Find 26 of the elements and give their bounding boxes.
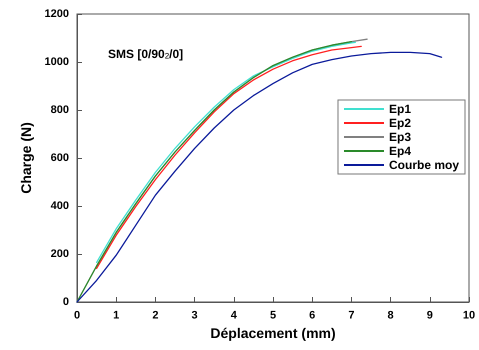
y-tick-label: 0 — [62, 296, 69, 308]
x-tick-label: 3 — [192, 310, 198, 322]
y-tick-label: 1000 — [44, 56, 69, 68]
legend-label: Ep1 — [388, 102, 412, 116]
y-tick-label: 600 — [50, 152, 69, 164]
x-tick-label: 0 — [74, 310, 80, 322]
y-axis-title: Charge (N) — [18, 122, 34, 194]
legend-label: Ep4 — [388, 144, 412, 158]
x-tick-label: 5 — [270, 310, 276, 322]
x-tick-label: 6 — [309, 310, 316, 322]
legend-label: Ep2 — [388, 116, 412, 130]
x-tick-label: 7 — [348, 310, 354, 322]
y-tick-label: 400 — [50, 200, 69, 212]
x-axis-title: Déplacement (mm) — [210, 324, 336, 341]
x-tick-label: 2 — [152, 310, 158, 322]
y-tick-label: 1200 — [44, 8, 69, 20]
y-tick-label: 800 — [50, 104, 69, 116]
x-tick-label: 8 — [388, 310, 394, 322]
legend-label: Courbe moy — [388, 158, 460, 172]
x-tick-label: 10 — [462, 310, 476, 322]
x-tick-label: 1 — [113, 310, 120, 322]
legend-label: Ep3 — [388, 130, 412, 144]
annotation: SMS [0/902/0] — [108, 47, 184, 61]
x-tick-label: 9 — [426, 310, 433, 322]
y-tick-label: 200 — [50, 248, 69, 260]
x-tick-label: 4 — [230, 310, 238, 322]
